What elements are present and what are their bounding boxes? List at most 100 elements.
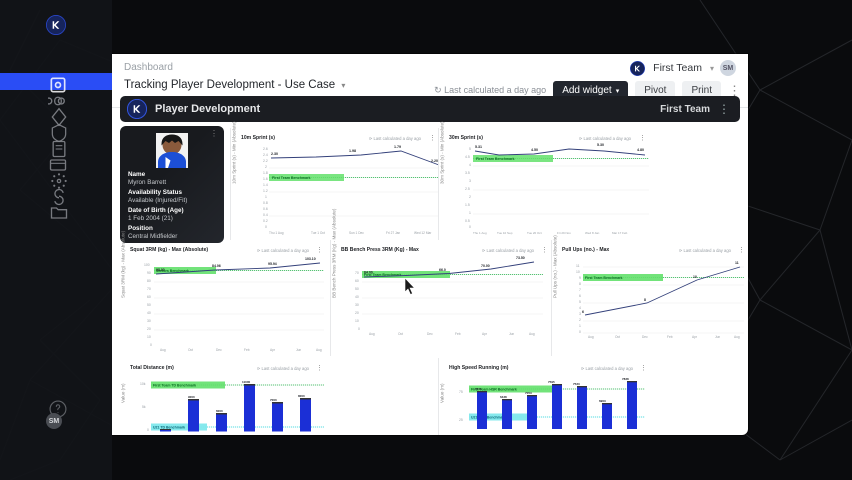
svg-text:5: 5 [469,147,471,151]
svg-text:4: 4 [579,306,581,310]
svg-text:0: 0 [579,330,581,334]
svg-text:Tue 1 Oct: Tue 1 Oct [311,231,325,235]
svg-text:40: 40 [355,295,359,299]
svg-text:Jun: Jun [715,335,720,339]
svg-text:2.2: 2.2 [263,159,268,163]
svg-text:2.20: 2.20 [431,159,438,163]
svg-text:3: 3 [579,312,581,316]
svg-text:0.8: 0.8 [263,201,268,205]
svg-text:Thu 1 Aug: Thu 1 Aug [269,231,284,235]
svg-text:3: 3 [469,179,471,183]
svg-text:1: 1 [265,195,267,199]
svg-text:0.6: 0.6 [263,207,268,211]
svg-text:Mar 17 Feb: Mar 17 Feb [612,231,628,235]
svg-text:103.10: 103.10 [305,257,316,261]
svg-text:0: 0 [265,225,267,229]
svg-text:70: 70 [355,271,359,275]
svg-text:1.6: 1.6 [263,177,268,181]
svg-text:Aug: Aug [734,335,740,339]
svg-text:6: 6 [582,310,584,314]
svg-text:80: 80 [147,279,151,283]
svg-text:60: 60 [355,279,359,283]
svg-text:70: 70 [147,287,151,291]
svg-text:20: 20 [355,311,359,315]
svg-text:6438: 6438 [500,395,507,399]
svg-text:1: 1 [469,211,471,215]
svg-text:1.5: 1.5 [465,203,470,207]
svg-text:3.5: 3.5 [465,171,470,175]
svg-text:8000: 8000 [298,394,305,398]
svg-text:Dec: Dec [216,348,222,352]
svg-text:70.00: 70.00 [481,264,490,268]
svg-text:Thu 1 Aug: Thu 1 Aug [473,231,487,235]
svg-text:30: 30 [355,303,359,307]
svg-text:Feb: Feb [455,332,461,336]
svg-text:7000: 7000 [270,398,277,402]
svg-text:50: 50 [355,287,359,291]
svg-text:Aug: Aug [588,335,594,339]
svg-text:Fri 27 Jan: Fri 27 Jan [386,231,400,235]
svg-text:Feb: Feb [667,335,673,339]
svg-text:7838: 7838 [622,377,629,381]
svg-text:Dec: Dec [642,335,648,339]
svg-text:9000: 9000 [188,395,195,399]
svg-text:U21 TD Benchmark: U21 TD Benchmark [153,425,185,429]
svg-text:1: 1 [579,324,581,328]
svg-text:64.00: 64.00 [364,271,373,275]
svg-text:1.4: 1.4 [263,183,268,187]
svg-text:2: 2 [579,318,581,322]
svg-text:Aug: Aug [369,332,375,336]
svg-text:Tue 10 Sep: Tue 10 Sep [497,231,513,235]
svg-text:10: 10 [147,335,151,339]
svg-text:11000: 11000 [242,380,251,384]
svg-text:7641: 7641 [475,387,482,391]
svg-text:2: 2 [265,165,267,169]
svg-text:4: 4 [469,163,471,167]
svg-text:30: 30 [147,319,151,323]
svg-text:5.31: 5.31 [475,145,482,149]
svg-text:Apr: Apr [482,332,488,336]
svg-text:10: 10 [355,319,359,323]
svg-text:Oct: Oct [615,335,620,339]
svg-text:6903: 6903 [599,399,606,403]
svg-text:10k: 10k [140,382,146,386]
svg-text:First Team Benchmark: First Team Benchmark [476,157,514,161]
svg-text:First Team TD Benchmark: First Team TD Benchmark [153,383,196,387]
svg-text:50: 50 [147,303,151,307]
svg-text:0: 0 [147,428,149,432]
svg-text:2: 2 [469,195,471,199]
svg-text:11: 11 [576,264,580,268]
svg-text:First Team Benchmark: First Team Benchmark [585,276,623,280]
svg-text:U21 HSR Benchmark: U21 HSR Benchmark [471,415,506,419]
svg-text:8: 8 [579,282,581,286]
svg-text:73.50: 73.50 [516,256,525,260]
svg-text:1.2: 1.2 [263,189,268,193]
svg-text:Aug: Aug [316,348,322,352]
svg-text:40: 40 [147,311,151,315]
svg-text:2.5: 2.5 [465,187,470,191]
svg-text:Aug: Aug [160,348,166,352]
svg-text:5.30: 5.30 [597,143,604,147]
svg-text:First Team Benchmark: First Team Benchmark [272,176,310,180]
svg-text:0: 0 [469,225,471,229]
svg-text:66.0: 66.0 [439,268,446,272]
svg-text:2.6: 2.6 [263,147,268,151]
svg-text:Feb: Feb [244,348,250,352]
svg-text:Apr: Apr [692,335,698,339]
svg-text:1.79: 1.79 [394,145,401,149]
svg-text:95.94: 95.94 [268,262,277,266]
svg-text:Sun 1 Dec: Sun 1 Dec [349,231,364,235]
svg-text:0.2: 0.2 [263,219,268,223]
svg-text:10: 10 [693,275,697,279]
svg-text:90: 90 [147,271,151,275]
svg-text:8: 8 [644,298,646,302]
svg-text:5: 5 [579,300,581,304]
svg-text:2.30: 2.30 [271,152,278,156]
svg-text:4.50: 4.50 [531,148,538,152]
svg-text:Oct: Oct [188,348,193,352]
svg-text:9: 9 [579,276,581,280]
svg-text:Aug: Aug [529,332,535,336]
svg-text:Oct: Oct [398,332,403,336]
svg-text:25: 25 [459,418,463,422]
svg-text:60: 60 [147,295,151,299]
